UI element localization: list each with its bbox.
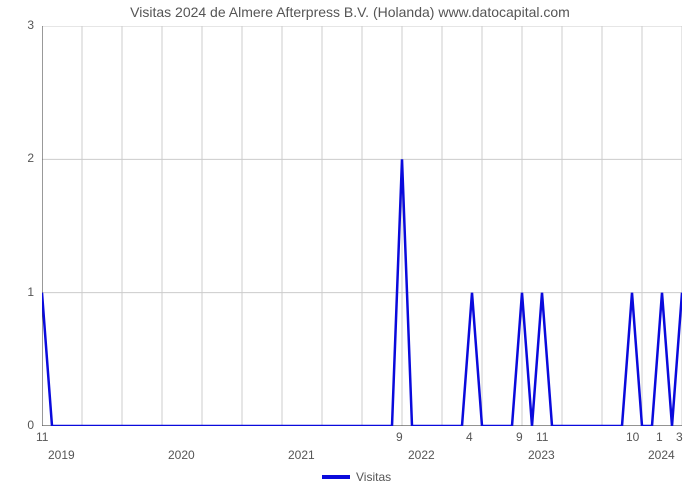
x-year-label: 2020 — [168, 448, 195, 462]
x-month-label: 11 — [36, 430, 48, 444]
plot-area — [42, 26, 682, 426]
legend: Visitas — [322, 470, 391, 484]
chart-title: Visitas 2024 de Almere Afterpress B.V. (… — [0, 4, 700, 20]
y-tick-label: 1 — [27, 285, 34, 299]
x-year-label: 2022 — [408, 448, 435, 462]
y-tick-label: 0 — [27, 418, 34, 432]
x-year-label: 2024 — [648, 448, 675, 462]
x-month-label: 10 — [626, 430, 639, 444]
legend-swatch — [322, 475, 350, 479]
x-month-label: 1 — [656, 430, 663, 444]
x-month-label: 9 — [516, 430, 523, 444]
x-month-label: 11 — [536, 430, 548, 444]
x-month-label: 9 — [396, 430, 403, 444]
x-year-label: 2021 — [288, 448, 315, 462]
x-year-label: 2019 — [48, 448, 75, 462]
y-tick-label: 3 — [27, 18, 34, 32]
x-month-label: 3 — [676, 430, 683, 444]
chart-container: Visitas 2024 de Almere Afterpress B.V. (… — [0, 0, 700, 500]
x-month-label: 4 — [466, 430, 473, 444]
x-year-label: 2023 — [528, 448, 555, 462]
grid-vertical — [42, 26, 682, 426]
y-tick-label: 2 — [27, 151, 34, 165]
legend-label: Visitas — [356, 470, 391, 484]
